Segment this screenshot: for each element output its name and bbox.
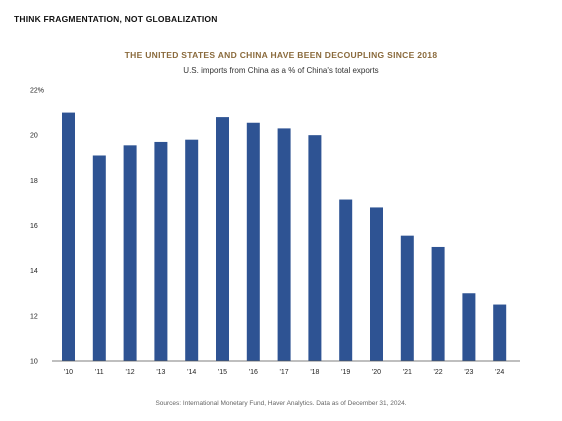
y-tick-label: 10 (30, 359, 38, 366)
bar (370, 207, 383, 361)
bar (339, 199, 353, 361)
y-tick-label: 12 (30, 313, 38, 320)
x-axis-ticks: '10 '11 '12 '13 '14 '15 '16 '17 '18 '19 '20 '21 '22 '… (64, 369, 504, 376)
bar (185, 139, 199, 361)
x-tick-label: '12 (126, 369, 135, 376)
page-header: THINK FRAGMENTATION, NOT GLOBALIZATION (14, 14, 218, 24)
bar (493, 304, 507, 361)
source-note: Sources: International Monetary Fund, Ha… (155, 400, 407, 407)
x-tick-label: '17 (280, 369, 289, 376)
bar (216, 117, 229, 361)
x-tick-label: '11 (95, 369, 104, 376)
y-tick-label: 16 (30, 223, 38, 230)
bar (92, 155, 106, 361)
x-tick-label: '15 (218, 369, 227, 376)
x-tick-label: '21 (403, 369, 412, 376)
chart-title: THE UNITED STATES AND CHINA HAVE BEEN DE… (124, 50, 438, 60)
y-tick-label: 18 (30, 178, 38, 185)
x-tick-label: '10 (64, 369, 73, 376)
x-tick-label: '24 (495, 369, 504, 376)
bar (400, 235, 414, 361)
bar (154, 141, 168, 361)
x-tick-label: '14 (187, 369, 196, 376)
x-tick-label: '19 (341, 369, 350, 376)
x-tick-label: '22 (434, 369, 443, 376)
bar (246, 122, 260, 361)
bar (277, 128, 291, 361)
bar (62, 112, 75, 361)
y-axis-ticks: 10 12 14 16 18 20 22% (30, 88, 44, 366)
chart-subtitle: U.S. imports from China as a % of China'… (183, 66, 379, 75)
x-tick-label: '23 (464, 369, 473, 376)
x-tick-label: '18 (310, 369, 319, 376)
y-tick-label: 14 (30, 268, 38, 275)
y-tick-label: 20 (30, 133, 38, 140)
x-tick-label: '13 (156, 369, 165, 376)
bar (308, 135, 322, 361)
x-tick-label: '20 (372, 369, 381, 376)
bar (431, 246, 445, 361)
bars (62, 112, 507, 361)
bar (123, 145, 137, 361)
y-tick-label: 22% (30, 88, 44, 95)
x-tick-label: '16 (249, 369, 258, 376)
bar (462, 293, 476, 361)
